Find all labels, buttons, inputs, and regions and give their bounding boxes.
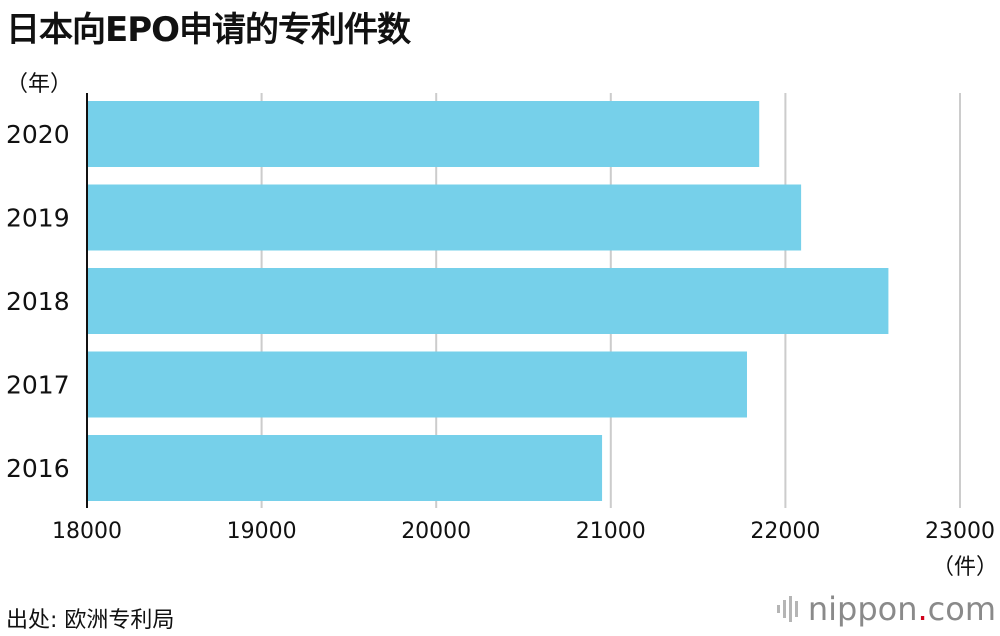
bars bbox=[87, 101, 889, 501]
source-note: 出处: 欧洲专利局 bbox=[6, 608, 175, 633]
y-tick-label: 2020 bbox=[6, 120, 70, 149]
brand-logo: nippon.com bbox=[776, 590, 996, 628]
x-tick-label: 19000 bbox=[227, 519, 297, 544]
x-tick-label: 21000 bbox=[576, 519, 646, 544]
bar-2016 bbox=[87, 435, 603, 501]
y-tick-label: 2017 bbox=[6, 371, 70, 400]
y-tick-label: 2019 bbox=[6, 204, 70, 233]
x-tick-label: 22000 bbox=[750, 519, 820, 544]
y-tick-label: 2016 bbox=[6, 454, 70, 483]
brand-dot: . bbox=[917, 590, 928, 628]
bar-2019 bbox=[87, 184, 802, 251]
y-tick-labels: 2020 2019 2018 2017 2016 bbox=[6, 120, 70, 483]
sound-bars-icon bbox=[776, 596, 798, 622]
x-tick-label: 18000 bbox=[52, 519, 122, 544]
x-tick-labels: 18000 19000 20000 21000 22000 23000 bbox=[52, 519, 995, 544]
x-tick-label: 23000 bbox=[925, 519, 995, 544]
x-axis-unit-label: （件） bbox=[932, 555, 998, 580]
bar-2018 bbox=[87, 268, 889, 334]
x-tick-label: 20000 bbox=[401, 519, 471, 544]
y-tick-label: 2018 bbox=[6, 287, 70, 316]
bar-2017 bbox=[87, 351, 747, 418]
y-axis-unit-label: （年） bbox=[6, 72, 72, 97]
brand-name-part1: nippon bbox=[807, 590, 918, 628]
chart-title: 日本向EPO申请的专利件数 bbox=[6, 10, 411, 50]
brand-name-part2: com bbox=[927, 590, 996, 628]
bar-2020 bbox=[87, 101, 760, 167]
